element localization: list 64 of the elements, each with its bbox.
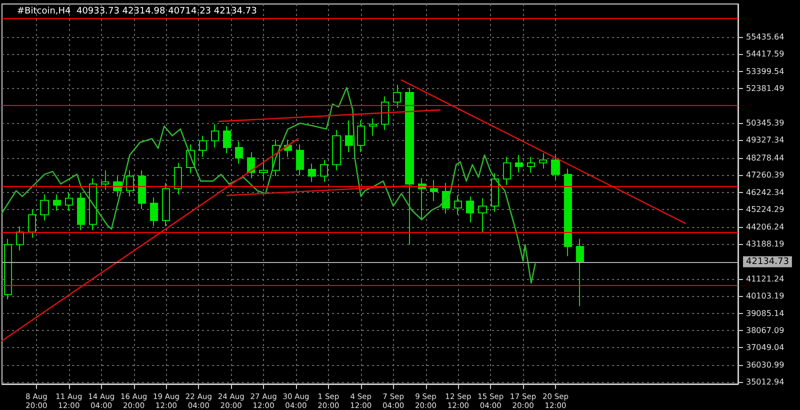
candlestick	[101, 170, 109, 190]
y-tick-label: 39085.14	[746, 308, 784, 318]
candlestick	[16, 226, 24, 251]
y-tick-label: 45224.29	[746, 205, 784, 214]
y-tick-label: 38067.09	[746, 326, 784, 335]
candlestick	[527, 156, 535, 173]
candlestick	[576, 238, 584, 307]
candlestick	[174, 162, 182, 195]
candlestick	[150, 196, 158, 227]
candlestick	[320, 159, 328, 182]
candlestick	[466, 196, 474, 223]
y-tick-label: 55435.64	[746, 32, 784, 42]
candlestick	[235, 141, 243, 164]
y-tick-label: 41121.24	[746, 274, 784, 284]
candlestick	[332, 130, 341, 171]
candlestick	[53, 194, 61, 212]
candlestick	[199, 135, 207, 158]
candlestick	[138, 170, 146, 210]
candlestick	[539, 152, 547, 170]
y-tick-label: 53399.54	[746, 66, 784, 76]
candlestick	[503, 156, 511, 186]
y-tick-label: 36030.99	[746, 360, 784, 370]
candlestick	[162, 182, 170, 227]
y-tick-label: 54417.59	[746, 50, 784, 59]
candlestick	[259, 159, 268, 180]
candlestick	[381, 96, 389, 131]
y-tick-label: 52381.49	[746, 84, 784, 94]
y-tick-label: 46242.34	[746, 188, 784, 197]
y-tick-label: 47260.39	[746, 170, 784, 180]
candlestick	[405, 87, 414, 246]
y-tick-label: 35012.94	[746, 378, 784, 387]
candlestick	[430, 180, 438, 202]
chart-title: #Bitcoin,H4 40933.73 42314.98 40714.23 42134.73	[17, 6, 257, 16]
candlestick	[357, 120, 365, 153]
y-tick-label: 40103.19	[746, 292, 784, 301]
candlestick	[418, 178, 426, 220]
candlestick	[65, 192, 73, 212]
y-tick-label: 37049.04	[746, 343, 784, 352]
candlestick	[345, 120, 353, 153]
candlestick	[393, 84, 401, 108]
candlestick	[369, 118, 377, 136]
candlestick	[40, 194, 49, 221]
y-tick-label: 49327.34	[746, 136, 784, 145]
candlestick	[247, 152, 255, 179]
candlestick	[296, 144, 304, 176]
candlestick	[77, 192, 85, 231]
candlestick	[126, 170, 134, 197]
candlestick	[551, 154, 560, 181]
candlestick	[564, 168, 572, 257]
candlestick	[223, 126, 231, 154]
candlestick	[491, 172, 499, 212]
candlestick	[89, 178, 97, 231]
candlestick	[4, 238, 12, 300]
y-tick-label: 48278.44	[746, 153, 784, 162]
y-tick-label: 44206.24	[746, 222, 784, 232]
candlestick	[211, 124, 219, 148]
candlestick	[28, 208, 36, 238]
candlestick	[454, 194, 462, 216]
y-tick-label: 50345.39	[746, 118, 784, 128]
candlestick	[308, 163, 316, 182]
y-tick-label: 43188.19	[746, 239, 784, 248]
ref-line-label: 42134.73	[746, 256, 789, 267]
candlestick	[478, 198, 487, 233]
candlestick	[515, 154, 523, 173]
